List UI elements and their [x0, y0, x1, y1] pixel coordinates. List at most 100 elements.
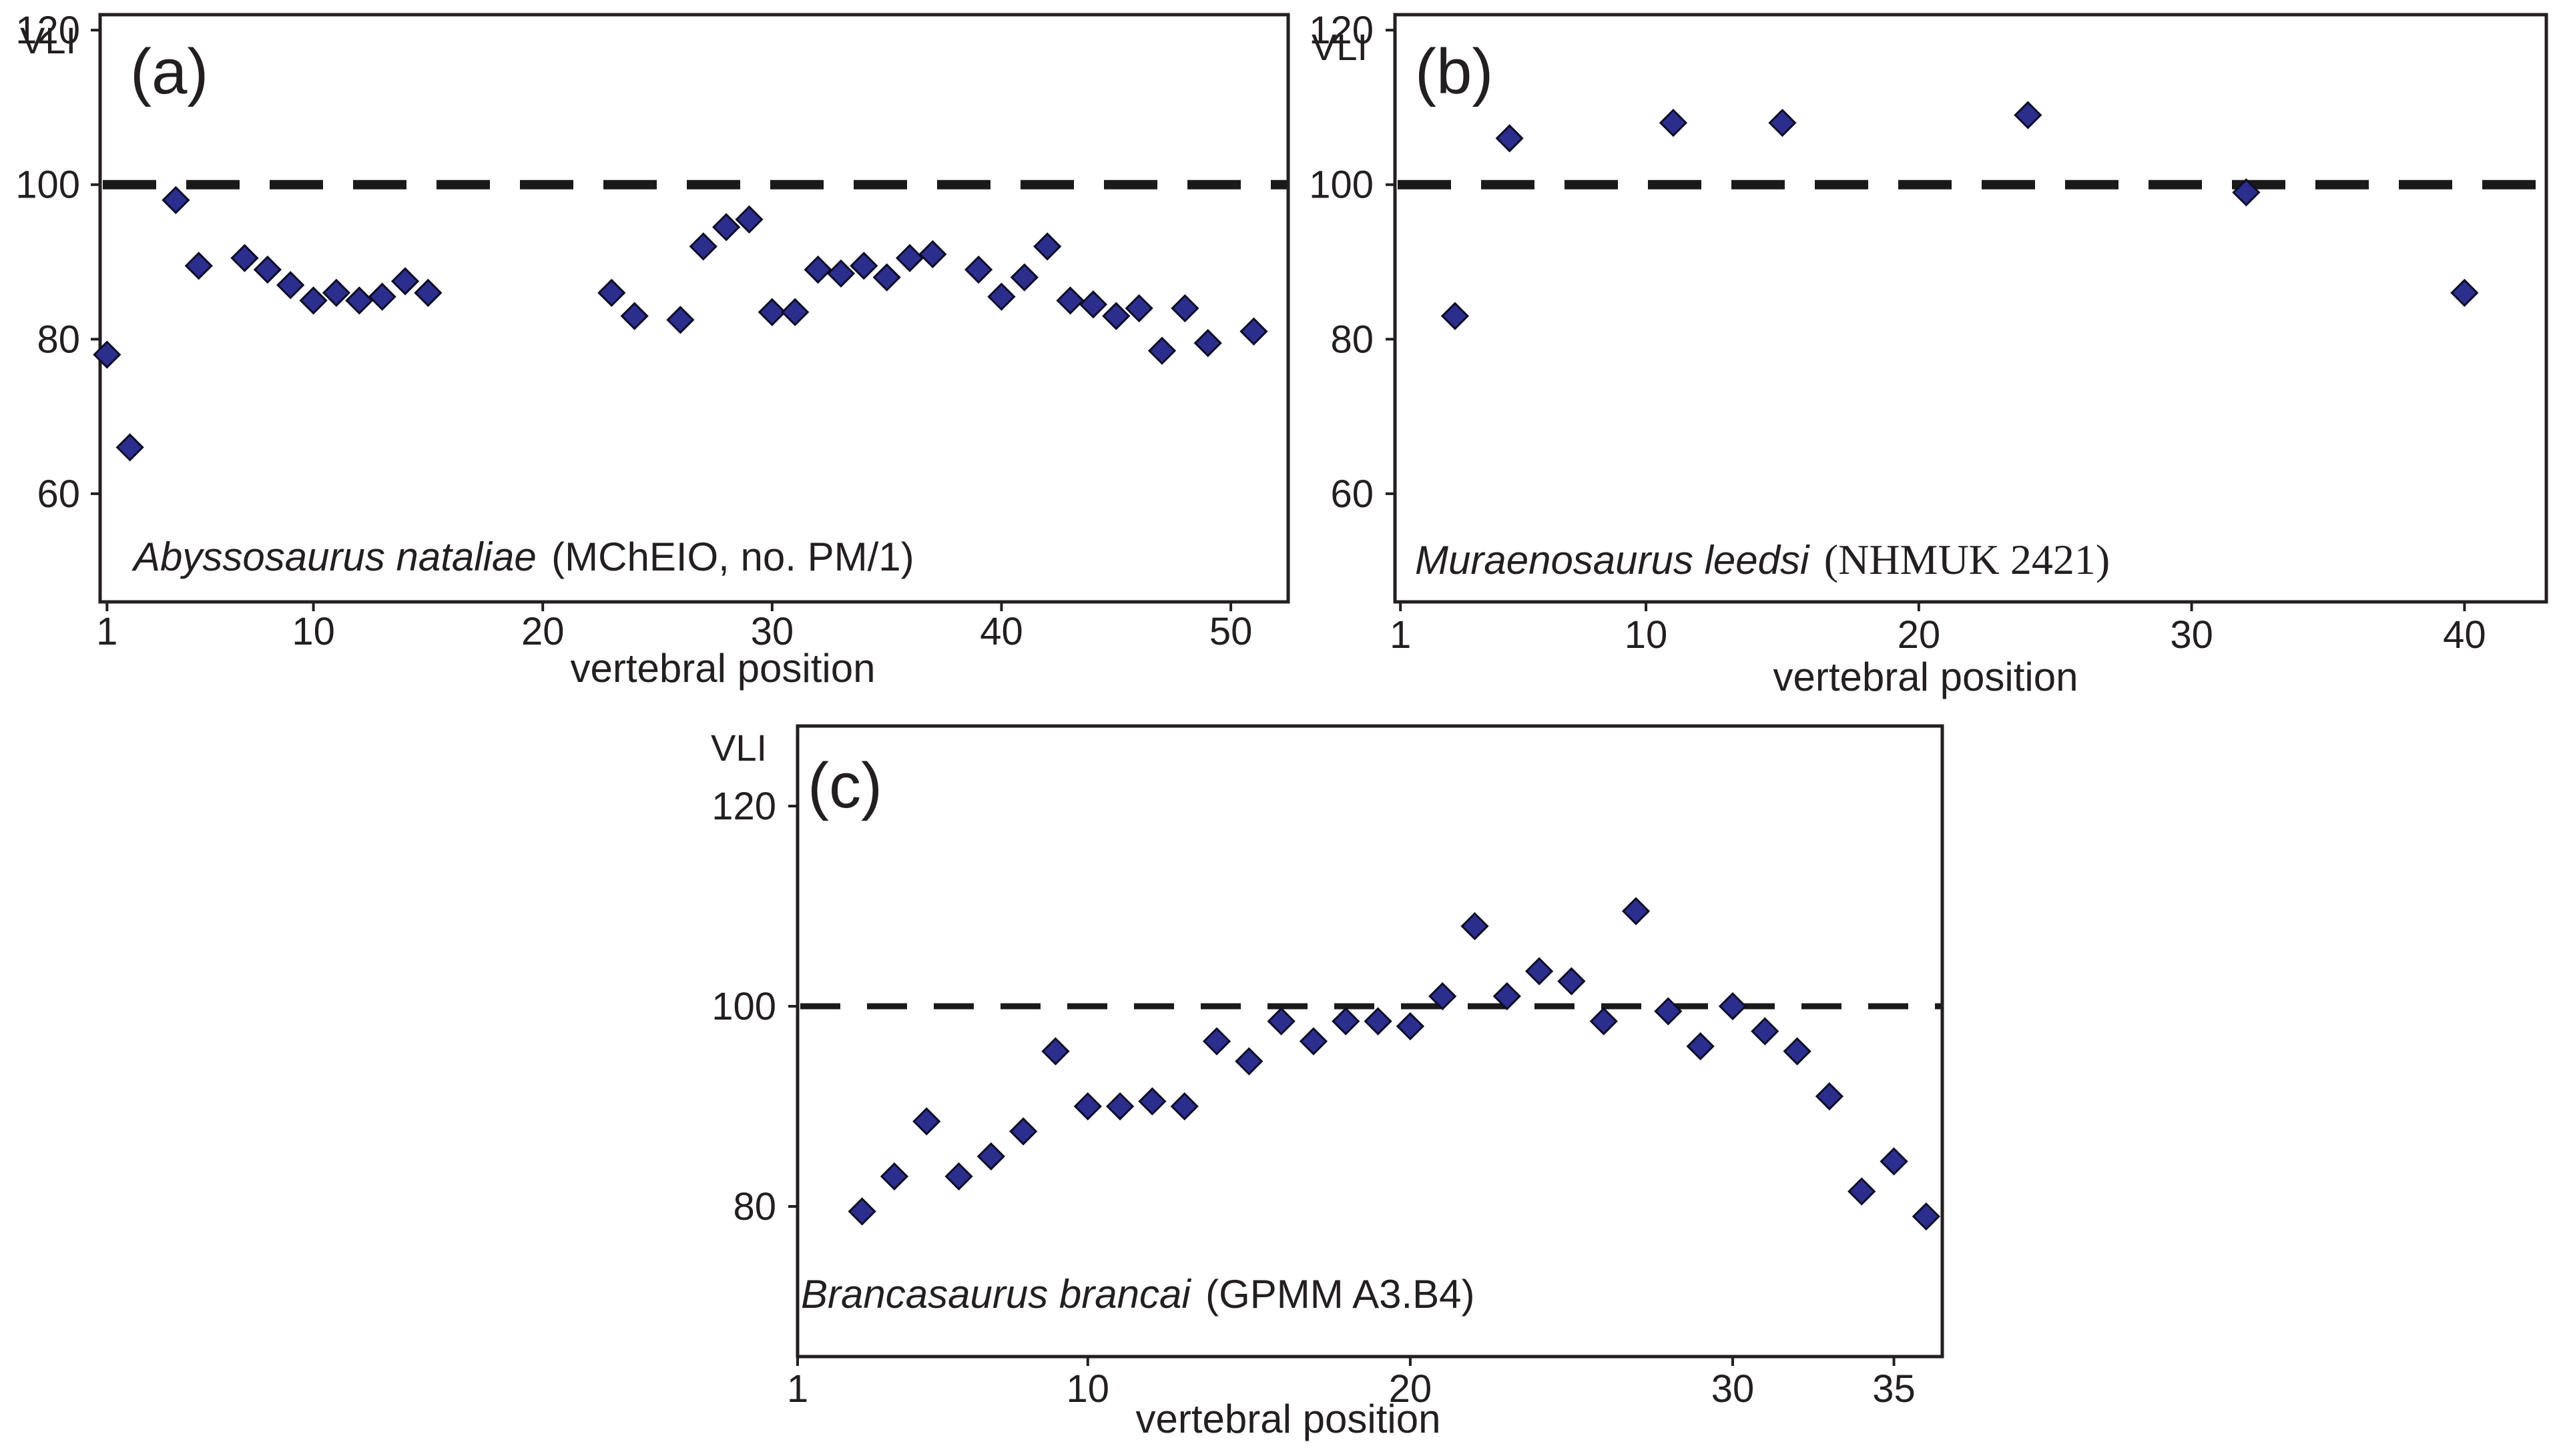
- data-point: [1009, 1117, 1038, 1146]
- data-point: [253, 255, 282, 284]
- data-point: [390, 267, 420, 296]
- data-point: [1659, 108, 1688, 137]
- caption-a: Abyssosaurus nataliae (MChEIO, no. PM/1): [131, 534, 914, 579]
- y-tick-label: 120: [1309, 9, 1374, 52]
- data-point: [987, 282, 1016, 311]
- x-tick-label: 1: [1390, 613, 1411, 657]
- y-tick-label: 60: [1330, 472, 1374, 516]
- data-point: [712, 213, 741, 242]
- data-point: [1239, 317, 1268, 346]
- data-point: [1654, 997, 1683, 1026]
- data-point: [1056, 286, 1085, 315]
- x-tick-label: 20: [1898, 613, 1941, 657]
- x-tick-label: 10: [292, 610, 335, 653]
- y-axis-title-b: VLI: [1312, 26, 1368, 68]
- data-point: [1848, 1177, 1876, 1206]
- data-point: [1171, 294, 1199, 323]
- x-ticks-c: 1 10 20 30 35: [787, 1357, 1916, 1411]
- data-point: [735, 205, 764, 234]
- data-point: [1718, 992, 1747, 1021]
- data-point: [1495, 124, 1524, 153]
- caption-species-c: Brancasaurus brancai: [801, 1272, 1191, 1317]
- caption-species-a: Abyssosaurus nataliae: [131, 534, 537, 579]
- data-point: [872, 263, 901, 292]
- data-point: [230, 244, 259, 272]
- panel-label-b: (b): [1415, 36, 1493, 107]
- y-tick-label: 100: [1309, 163, 1374, 207]
- data-point: [1073, 1092, 1102, 1121]
- data-point: [1138, 1087, 1167, 1116]
- plot-frame-b: [1393, 13, 2548, 604]
- data-point: [848, 1197, 876, 1226]
- panel-label-c: (c): [808, 750, 882, 821]
- data-point: [1299, 1027, 1328, 1056]
- data-point: [918, 240, 947, 269]
- data-point: [1492, 982, 1521, 1011]
- x-tick-label: 30: [751, 610, 794, 653]
- points-b: [1440, 101, 2479, 330]
- data-point: [115, 433, 144, 462]
- data-point: [1102, 302, 1131, 330]
- y-axis-title-c: VLI: [711, 727, 767, 769]
- data-point: [964, 255, 993, 284]
- data-point: [758, 298, 786, 326]
- caption-specimen-a: (MChEIO, no. PM/1): [551, 534, 914, 579]
- x-ticks-b: 1 10 20 30 40: [1390, 602, 2486, 657]
- data-point: [1783, 1037, 1811, 1066]
- x-ticks-a: 1 10 20 30 40 50: [96, 602, 1252, 653]
- data-point: [322, 278, 351, 307]
- panel-a: (a) VLI vertebral position Abyssosaurus …: [15, 9, 1290, 691]
- x-tick-label: 20: [521, 610, 565, 653]
- x-axis-title-c: vertebral position: [1136, 1397, 1441, 1441]
- y-axis-title-a: VLI: [20, 19, 76, 61]
- data-point: [1589, 1007, 1618, 1036]
- panel-c: (c) VLI vertebral position Brancasaurus …: [711, 724, 1944, 1441]
- data-point: [880, 1162, 909, 1191]
- data-point: [1768, 108, 1797, 137]
- caption-specimen-b: (NHMUK 2421): [1824, 536, 2110, 583]
- data-point: [1751, 1017, 1779, 1046]
- data-point: [666, 306, 695, 334]
- data-point: [804, 255, 832, 284]
- data-point: [1621, 897, 1651, 926]
- y-tick-label: 60: [37, 472, 80, 516]
- x-tick-label: 50: [1209, 610, 1253, 653]
- caption-b: Muraenosaurus leedsi (NHMUK 2421): [1415, 536, 2110, 583]
- data-point: [368, 282, 396, 311]
- data-point: [414, 278, 443, 307]
- caption-c: Brancasaurus brancai (GPMM A3.B4): [801, 1272, 1475, 1317]
- data-point: [2232, 178, 2261, 207]
- data-point: [1147, 336, 1177, 365]
- data-point: [299, 286, 328, 315]
- data-point: [597, 278, 626, 307]
- data-point: [826, 259, 856, 288]
- caption-species-b: Muraenosaurus leedsi: [1415, 538, 1810, 583]
- data-point: [1440, 302, 1470, 330]
- data-point: [93, 340, 121, 369]
- data-point: [1235, 1047, 1263, 1076]
- x-tick-label: 1: [96, 610, 117, 653]
- y-ticks-c: 80 100 120: [712, 785, 798, 1228]
- x-tick-label: 40: [980, 610, 1023, 653]
- x-tick-label: 1: [787, 1367, 808, 1411]
- data-point: [1332, 1007, 1360, 1036]
- data-point: [1912, 1202, 1940, 1231]
- data-point: [689, 232, 718, 261]
- data-point: [781, 298, 810, 326]
- x-tick-label: 10: [1067, 1367, 1110, 1411]
- x-tick-label: 30: [2170, 613, 2213, 657]
- data-point: [1079, 290, 1108, 319]
- data-point: [1880, 1147, 1908, 1176]
- caption-specimen-c: (GPMM A3.B4): [1205, 1272, 1474, 1317]
- data-point: [1815, 1082, 1844, 1111]
- data-point: [912, 1107, 941, 1136]
- plot-frame-a: [98, 13, 1290, 604]
- y-tick-label: 120: [712, 785, 776, 828]
- y-tick-label: 80: [1330, 318, 1374, 361]
- data-point: [944, 1162, 973, 1191]
- y-ticks-a: 60 80 100 120: [15, 9, 100, 516]
- data-point: [1193, 328, 1222, 358]
- y-tick-label: 80: [37, 318, 80, 361]
- data-point: [1396, 1012, 1425, 1041]
